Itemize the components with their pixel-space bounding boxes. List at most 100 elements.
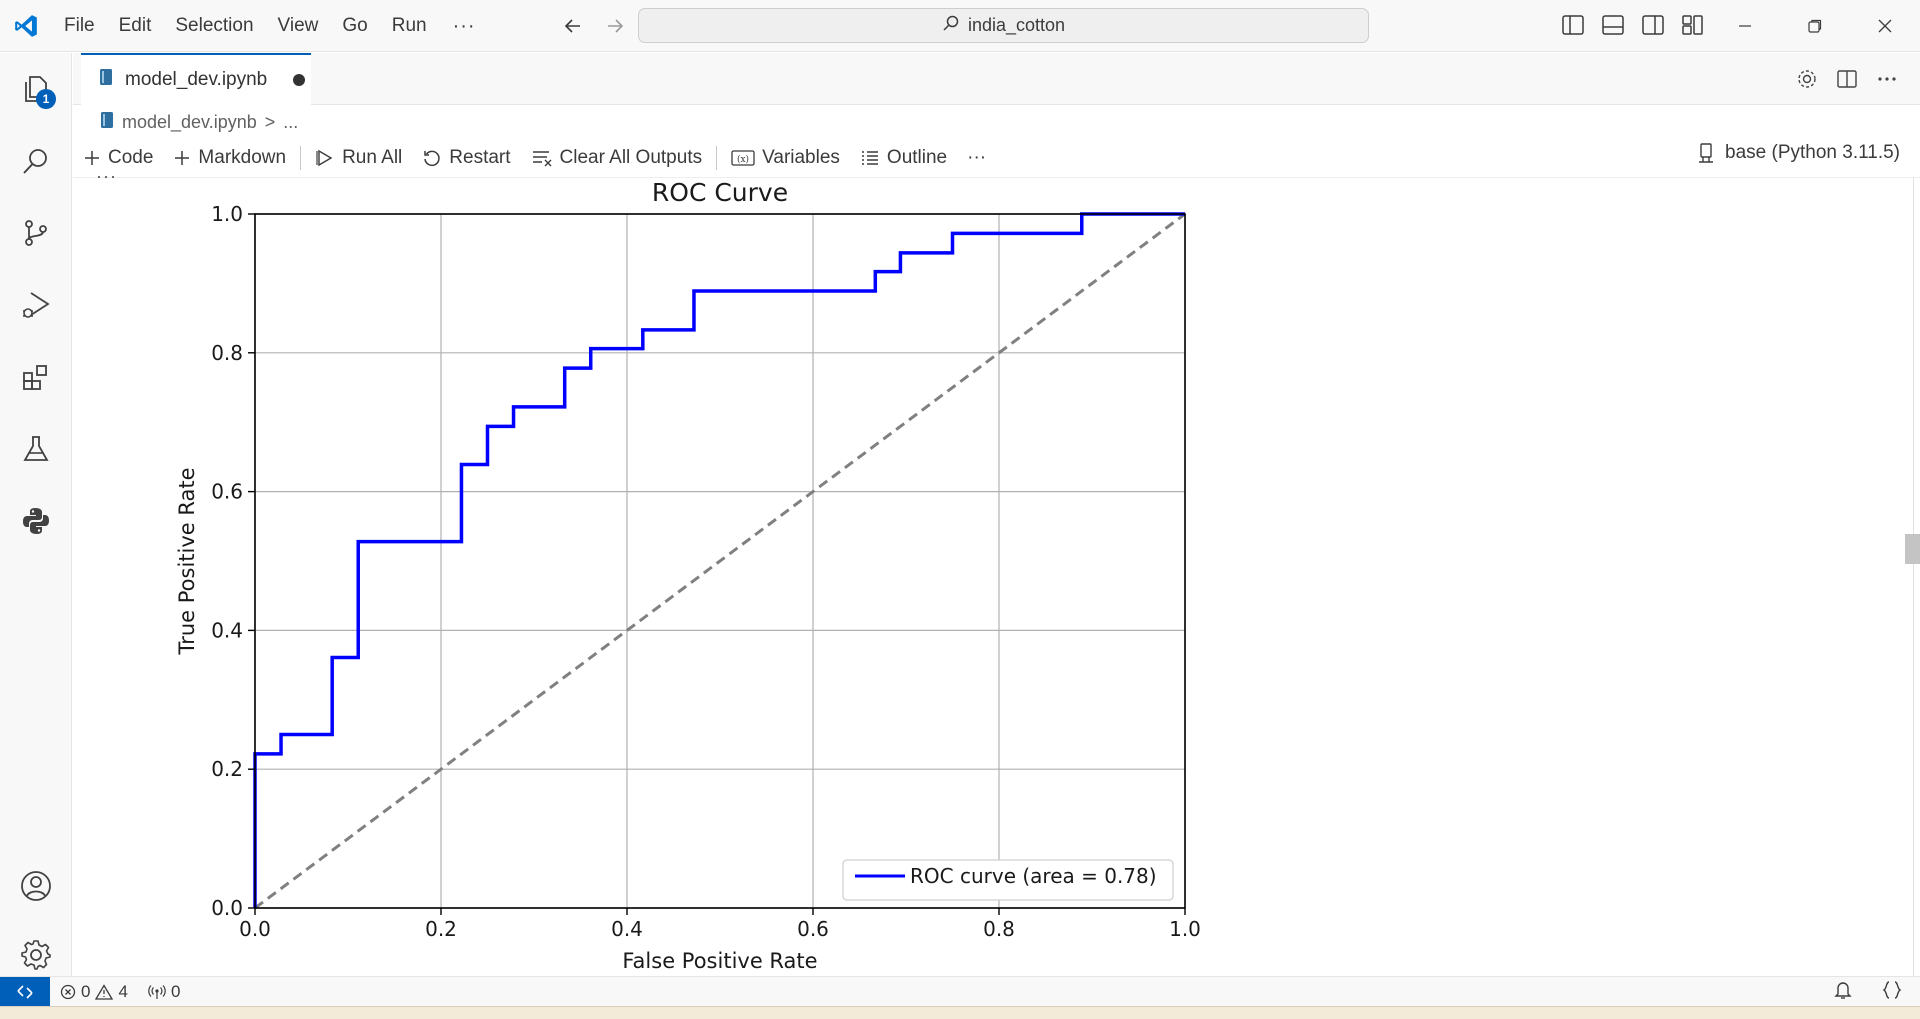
search-icon[interactable] (0, 125, 72, 197)
close-icon[interactable] (1850, 0, 1920, 52)
menu-selection[interactable]: Selection (175, 14, 254, 36)
vertical-scrollbar-thumb[interactable] (1905, 534, 1920, 564)
tab-model-dev[interactable]: model_dev.ipynb (81, 53, 311, 105)
menu-file[interactable]: File (64, 14, 95, 36)
title-bar: File Edit Selection View Go Run ··· indi… (0, 0, 1920, 52)
chance-diagonal-line (254, 212, 1186, 910)
add-markdown-label: Markdown (198, 146, 287, 168)
minimize-icon[interactable] (1710, 0, 1780, 52)
warning-icon (95, 983, 114, 1000)
restart-icon (424, 150, 440, 166)
y-tick-label: 0.6 (211, 480, 243, 504)
restart-label: Restart (449, 146, 511, 168)
menu-more-button[interactable]: ··· (452, 14, 476, 37)
y-tick-label: 0.4 (211, 618, 243, 642)
search-label: india_cotton (967, 15, 1066, 35)
y-axis-label: True Positive Rate (175, 467, 199, 655)
back-arrow-icon[interactable] (560, 13, 586, 39)
variables-button[interactable]: (x) Variables (721, 142, 850, 174)
cell-output-chart: ROC Curve 0.0 0.2 0.4 0.6 0.8 1.0 0.0 0.2 0.4 0.6… (73, 178, 1920, 976)
os-taskbar-edge (0, 1006, 1920, 1019)
extensions-icon[interactable] (0, 341, 72, 413)
toolbar-divider (300, 145, 302, 170)
menu-view[interactable]: View (277, 14, 319, 36)
forward-arrow-icon[interactable] (602, 13, 628, 39)
add-code-cell-button[interactable]: Code (73, 142, 163, 174)
remote-indicator-icon[interactable] (0, 976, 50, 1007)
clear-all-outputs-label: Clear All Outputs (559, 146, 703, 168)
accounts-icon[interactable] (0, 850, 72, 922)
x-tick-label: 0.4 (611, 917, 643, 941)
source-control-icon[interactable] (0, 197, 72, 269)
editor-tabs: model_dev.ipynb (73, 53, 1920, 105)
split-editor-icon[interactable] (1834, 66, 1860, 92)
explorer-badge: 1 (36, 89, 56, 109)
kernel-picker[interactable]: base (Python 3.11.5) (1697, 142, 1900, 164)
cell-output-more[interactable]: ··· (96, 166, 117, 186)
roc-curve-line (253, 212, 1185, 908)
plus-icon (85, 150, 99, 165)
restore-icon[interactable] (1780, 0, 1850, 52)
toolbar-more-button[interactable]: ··· (967, 146, 987, 168)
python-icon[interactable] (0, 485, 72, 557)
unsaved-dot-icon[interactable] (293, 74, 306, 86)
outline-label: Outline (886, 146, 948, 168)
outline-button[interactable]: Outline (850, 142, 957, 174)
breadcrumb-file[interactable]: model_dev.ipynb (122, 111, 257, 132)
y-tick-label: 0.8 (211, 341, 243, 365)
explorer-icon[interactable]: 1 (0, 53, 72, 125)
menu-run[interactable]: Run (391, 14, 427, 36)
y-tick-label: 0.2 (211, 757, 243, 781)
run-and-debug-icon[interactable] (0, 269, 72, 341)
menu-edit[interactable]: Edit (118, 14, 152, 36)
y-tick-label: 1.0 (211, 202, 243, 226)
x-tick-label: 1.0 (1169, 917, 1201, 941)
ports-indicator[interactable]: 0 (138, 982, 190, 1002)
variables-icon: (x) (731, 149, 755, 166)
axis-ticks: 0.0 0.2 0.4 0.6 0.8 1.0 0.0 0.2 0.4 0.6 0.8 1.0 (211, 202, 1201, 941)
clear-all-outputs-button[interactable]: Clear All Outputs (521, 142, 713, 174)
svg-text:(x): (x) (737, 154, 749, 165)
tab-label: model_dev.ipynb (125, 69, 268, 90)
legend-label: ROC curve (area = 0.78) (910, 864, 1157, 888)
run-all-label: Run All (342, 146, 403, 168)
warning-count: 4 (118, 981, 128, 1001)
x-tick-label: 0.2 (425, 917, 457, 941)
run-all-button[interactable]: Run All (305, 142, 412, 174)
notebook-file-icon (99, 68, 113, 92)
roc-chart-svg: ROC Curve 0.0 0.2 0.4 0.6 0.8 1.0 0.0 0.2 0.4 0.6… (175, 178, 1201, 973)
toggle-panel-icon[interactable] (1600, 12, 1626, 38)
breadcrumb-more[interactable]: ... (283, 111, 299, 132)
toggle-secondary-sidebar-icon[interactable] (1640, 12, 1666, 38)
notifications-bell-icon[interactable] (1834, 980, 1852, 1005)
testing-flask-icon[interactable] (0, 413, 72, 485)
more-actions-icon[interactable] (1874, 66, 1900, 92)
vscode-logo-icon (0, 0, 52, 52)
menu-go[interactable]: Go (342, 14, 368, 36)
kernel-icon (1699, 143, 1714, 163)
notebook-settings-gear-icon[interactable] (1794, 66, 1820, 92)
x-tick-label: 0.0 (239, 917, 271, 941)
language-braces-icon[interactable] (1882, 980, 1902, 1005)
customize-layout-icon[interactable] (1680, 12, 1706, 38)
x-tick-label: 0.8 (983, 917, 1015, 941)
problems-indicator[interactable]: 0 4 (50, 982, 138, 1002)
outline-icon (861, 150, 878, 165)
toggle-primary-sidebar-icon[interactable] (1560, 12, 1586, 38)
kernel-label: base (Python 3.11.5) (1725, 142, 1900, 163)
error-icon (60, 984, 76, 999)
add-code-label: Code (108, 146, 154, 168)
series-layer (253, 212, 1186, 910)
restart-button[interactable]: Restart (412, 142, 520, 174)
run-all-icon (316, 149, 333, 166)
broadcast-icon (148, 984, 166, 999)
add-markdown-cell-button[interactable]: Markdown (163, 142, 296, 174)
breadcrumb: model_dev.ipynb > ... (100, 107, 298, 137)
manage-gear-icon[interactable] (0, 919, 72, 991)
chart-title: ROC Curve (652, 178, 788, 207)
x-axis-label: False Positive Rate (622, 949, 817, 973)
y-tick-label: 0.0 (211, 896, 243, 920)
menu-bar: File Edit Selection View Go Run ··· (52, 0, 490, 52)
legend-box (842, 859, 1174, 901)
command-center-search[interactable]: india_cotton (638, 8, 1369, 43)
